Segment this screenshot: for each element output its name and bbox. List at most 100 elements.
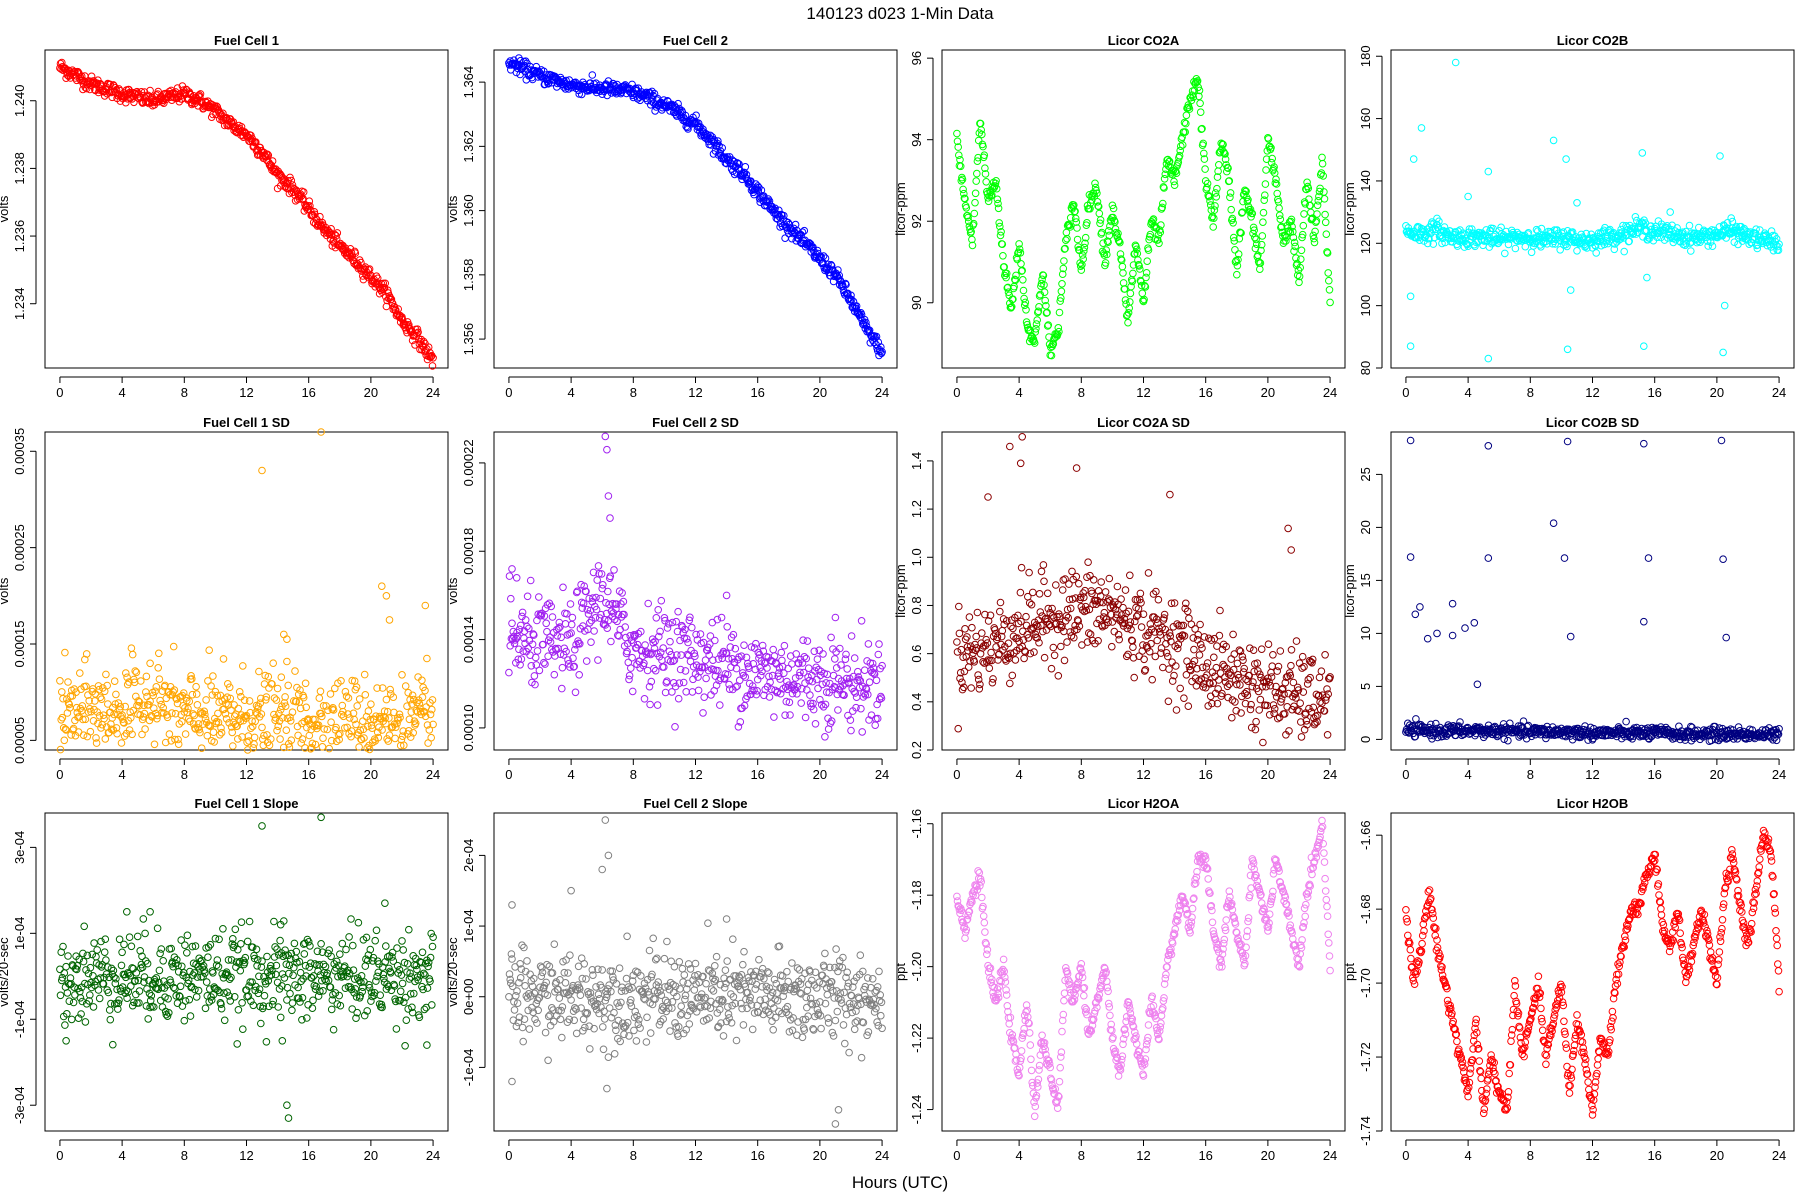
licor-co2b-sd-x-tick-label: 0 <box>1402 767 1409 782</box>
licor-co2a-point <box>1066 214 1075 222</box>
licor-co2a-point <box>1020 301 1029 310</box>
fuel-cell-2-point <box>862 318 870 327</box>
licor-co2b-point <box>1592 249 1600 257</box>
licor-co2a-point <box>1261 191 1269 199</box>
licor-co2a-point <box>1227 205 1235 214</box>
fuel-cell-1-sd-point <box>174 740 183 749</box>
licor-co2a-sd-point <box>1269 701 1278 709</box>
fuel-cell-2-sd-outlier-point <box>512 574 521 582</box>
fuel-cell-1-sd-point <box>169 642 178 651</box>
fuel-cell-2-sd-outlier-point <box>508 565 516 573</box>
licor-co2a-sd-point <box>987 648 995 657</box>
licor-co2a-point <box>1002 273 1010 282</box>
licor-co2a-sd-point <box>1060 656 1069 665</box>
licor-co2a-point <box>1034 307 1043 316</box>
licor-co2a-point <box>999 252 1007 260</box>
licor-co2a-sd-y-tick-label: 0.6 <box>909 645 924 663</box>
panel-licor-co2b-sd: Licor CO2B SD0 4 8 12 16 20 240510152025licor-… <box>1342 415 1795 782</box>
licor-co2a-point <box>956 162 965 171</box>
fuel-cell-1-sd-point <box>382 695 391 704</box>
licor-co2a-point <box>1071 214 1080 223</box>
licor-co2a-point <box>1016 249 1025 257</box>
fuel-cell-2-sd-point <box>587 638 595 647</box>
fuel-cell-2-sd-point <box>593 576 602 584</box>
licor-co2a-sd-point <box>1159 663 1167 672</box>
fuel-cell-1-sd-point <box>294 731 302 740</box>
fuel-cell-1-sd-point <box>301 679 310 688</box>
licor-co2b-outlier-point <box>1573 199 1581 207</box>
fuel-cell-1-point <box>428 351 436 360</box>
fuel-cell-2-sd-point <box>628 687 637 696</box>
licor-co2b-outlier-point <box>1549 136 1558 145</box>
fuel-cell-2-sd-point <box>523 592 532 601</box>
licor-co2a-sd-point <box>1008 671 1017 680</box>
fuel-cell-1-point <box>427 352 436 361</box>
fuel-cell-2-point <box>791 220 800 229</box>
licor-co2a-sd-point <box>1196 620 1204 629</box>
fuel-cell-1-sd-point <box>152 683 161 691</box>
fuel-cell-1-point <box>212 102 221 110</box>
licor-co2a-point <box>1322 230 1331 238</box>
licor-co2a-sd-x-tick-label: 8 <box>1078 767 1085 782</box>
licor-co2a-sd-point <box>1022 612 1030 621</box>
licor-co2a-sd-point <box>1009 624 1017 633</box>
licor-co2a-y-tick-label: 96 <box>909 51 924 65</box>
fuel-cell-1-sd-point <box>121 702 129 711</box>
fuel-cell-2-point <box>819 252 828 260</box>
fuel-cell-2-point <box>781 234 789 242</box>
fuel-cell-1-point <box>311 210 319 219</box>
fuel-cell-1-point <box>297 192 306 200</box>
fuel-cell-1-sd-x-tick-label: 16 <box>301 767 315 782</box>
licor-co2a-point <box>970 209 979 218</box>
fuel-cell-1-sd-point <box>342 692 351 701</box>
fuel-cell-2-sd-x-tick-label: 20 <box>813 767 827 782</box>
licor-co2a-point <box>998 240 1007 248</box>
licor-co2a-point <box>1201 165 1209 173</box>
fuel-cell-2-point <box>872 332 881 341</box>
licor-co2a-sd-point <box>1039 561 1048 569</box>
fuel-cell-1-sd-point <box>361 691 370 699</box>
licor-co2a-point <box>1124 318 1132 327</box>
licor-co2a-point <box>1080 243 1089 252</box>
licor-co2a-sd-point <box>953 638 961 646</box>
licor-co2a-point <box>1325 286 1334 294</box>
fuel-cell-2-sd-point <box>671 723 679 731</box>
licor-co2b-point <box>1708 242 1717 250</box>
fuel-cell-2-sd-point <box>646 700 654 709</box>
licor-co2a-x-tick-label: 16 <box>1198 385 1212 400</box>
fuel-cell-2-sd-point <box>770 713 778 721</box>
fuel-cell-1-sd-point <box>155 649 163 658</box>
licor-co2a-y-tick-label: 92 <box>909 214 924 228</box>
fuel-cell-1-sd-point <box>209 672 217 680</box>
licor-co2a-sd-point <box>1210 653 1218 662</box>
fuel-cell-1-sd-point <box>355 743 363 751</box>
fuel-cell-2-sd-y-tick-label: 0.00022 <box>461 439 476 486</box>
licor-co2a-sd-point <box>1007 622 1015 631</box>
fuel-cell-2-sd-point <box>708 618 717 627</box>
fuel-cell-2-sd-point <box>515 645 523 654</box>
fuel-cell-2-sd-point <box>604 587 612 596</box>
licor-co2b-outlier-point <box>1719 348 1727 357</box>
fuel-cell-2-sd-point <box>874 650 883 659</box>
licor-co2a-sd-point <box>1184 702 1193 711</box>
licor-co2a-sd-point <box>1194 631 1202 639</box>
licor-co2b-outlier-point <box>1406 292 1415 301</box>
licor-co2a-point <box>1121 296 1130 304</box>
fuel-cell-1-point <box>413 325 422 334</box>
licor-co2a-point <box>1114 229 1122 238</box>
licor-co2a-point <box>1022 306 1030 314</box>
fuel-cell-1-sd-point <box>316 687 325 696</box>
fuel-cell-1-sd-outlier-point <box>423 654 431 663</box>
licor-co2a-point <box>982 178 991 186</box>
licor-co2a-sd-point <box>1297 733 1306 741</box>
fuel-cell-2-sd-outlier-point <box>606 514 614 522</box>
fuel-cell-2-sd-point <box>594 562 603 570</box>
fuel-cell-2-sd-point <box>666 637 674 646</box>
licor-co2a-sd-point <box>1062 612 1071 620</box>
fuel-cell-2-point <box>753 186 761 194</box>
licor-co2a-sd-point <box>1172 662 1180 670</box>
licor-co2a-point <box>1258 232 1267 240</box>
fuel-cell-2-sd-point <box>842 650 850 659</box>
fuel-cell-1-sd-title: Fuel Cell 1 SD <box>203 415 290 430</box>
licor-co2b-y-tick-label: 180 <box>1358 45 1373 67</box>
